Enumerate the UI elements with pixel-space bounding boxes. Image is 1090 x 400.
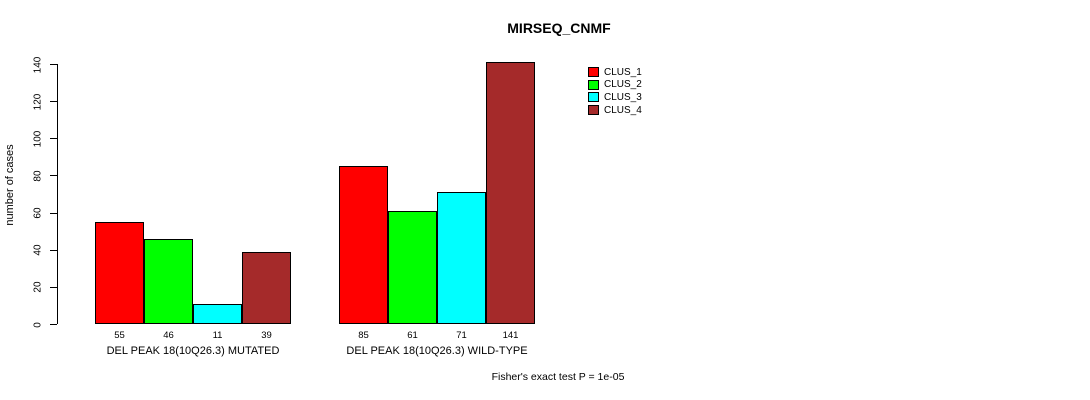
legend-label: CLUS_2 <box>604 79 642 91</box>
bar-clus_3-group2 <box>437 192 486 324</box>
x-axis-group-label: DEL PEAK 18(10Q26.3) MUTATED <box>106 345 280 357</box>
y-axis-tick <box>50 175 57 177</box>
y-axis-tick-label: 20 <box>32 281 44 293</box>
legend-item-clus_1: CLUS_1 <box>588 66 642 79</box>
y-axis-tick-label: 100 <box>32 130 44 148</box>
bar-clus_3-group1 <box>193 303 242 324</box>
bar-value-label: 71 <box>456 330 467 341</box>
y-axis-tick <box>50 212 57 214</box>
legend-label: CLUS_1 <box>604 66 642 78</box>
y-axis-tick-label: 0 <box>32 321 44 328</box>
bar-clus_2-group2 <box>388 210 437 324</box>
bar-clus_2-group1 <box>144 238 193 324</box>
y-axis-line <box>57 64 58 324</box>
y-axis-tick <box>50 324 57 325</box>
bar-clus_1-group2 <box>339 166 388 324</box>
bar-value-label: 55 <box>114 330 125 341</box>
legend-swatch <box>588 67 599 78</box>
x-axis-group-label: DEL PEAK 18(10Q26.3) WILD-TYPE <box>346 345 528 357</box>
bar-value-label: 39 <box>261 330 272 341</box>
bar-clus_4-group2 <box>486 62 535 324</box>
y-axis-label: number of cases <box>4 144 16 226</box>
bar-value-label: 85 <box>358 330 369 341</box>
y-axis-tick-label: 120 <box>32 93 44 110</box>
y-axis-tick-label: 140 <box>32 56 44 73</box>
bar-clus_4-group1 <box>242 251 291 324</box>
chart-title: MIRSEQ_CNMF <box>507 20 611 36</box>
legend-swatch <box>588 79 599 90</box>
bar-value-label: 141 <box>502 330 519 341</box>
bar-value-label: 46 <box>163 330 174 341</box>
y-axis-tick-label: 80 <box>32 170 44 182</box>
legend-label: CLUS_4 <box>604 104 642 116</box>
bar-value-label: 11 <box>212 330 223 341</box>
y-axis-tick <box>50 249 57 251</box>
y-axis-tick <box>50 138 57 140</box>
legend-item-clus_2: CLUS_2 <box>588 79 642 92</box>
legend-label: CLUS_3 <box>604 91 642 103</box>
legend: CLUS_1 CLUS_2 CLUS_3 CLUS_4 <box>588 66 642 116</box>
bar-clus_1-group1 <box>95 221 144 324</box>
legend-item-clus_3: CLUS_3 <box>588 91 642 104</box>
y-axis-tick <box>50 101 57 103</box>
bar-value-label: 61 <box>407 330 418 341</box>
fisher-test-annotation: Fisher's exact test P = 1e-05 <box>491 371 625 383</box>
y-axis-tick-label: 40 <box>32 244 44 256</box>
legend-swatch <box>588 105 599 116</box>
y-axis-tick-label: 60 <box>32 207 44 219</box>
legend-item-clus_4: CLUS_4 <box>588 104 642 117</box>
legend-swatch <box>588 92 599 103</box>
y-axis-tick <box>50 286 57 288</box>
y-axis-tick <box>50 64 57 65</box>
